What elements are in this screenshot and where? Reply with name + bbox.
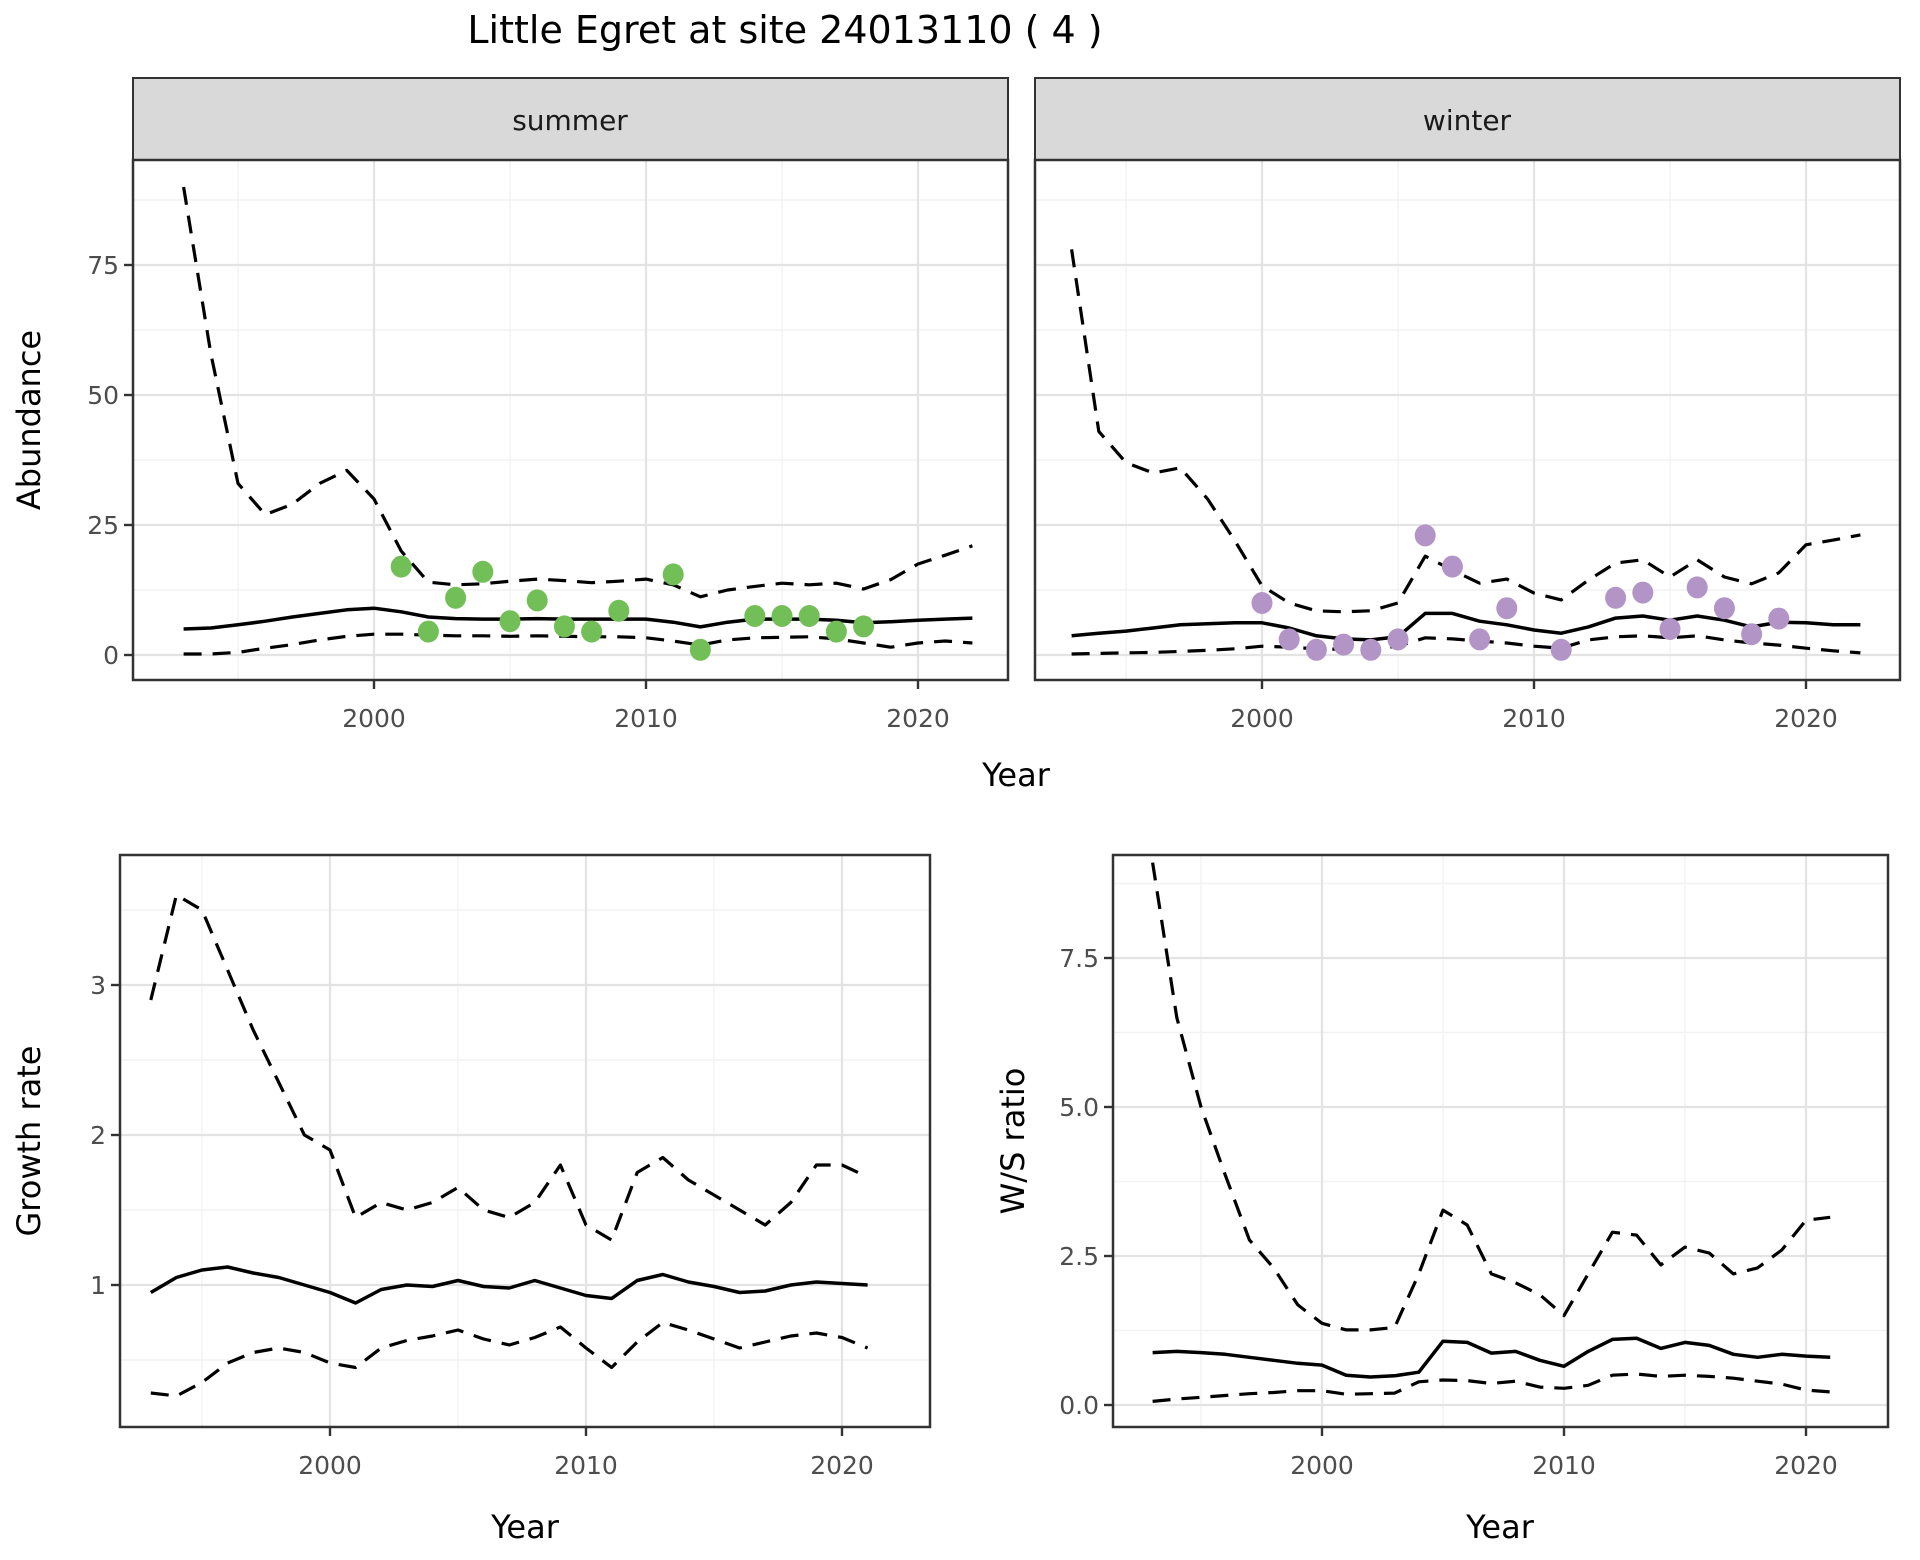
ws-ratio-x-tick-label: 2010 [1532, 1451, 1596, 1480]
abundance-summer-observation-dot [662, 563, 684, 586]
abundance-summer-panel-background [133, 160, 1008, 680]
abundance-winter-observation-dot [1659, 618, 1681, 640]
facet-strip-summer-label: summer [512, 104, 628, 137]
growth-rate-x-tick-label: 2020 [810, 1451, 874, 1480]
abundance-winter-observation-dot [1360, 638, 1382, 661]
ws-ratio-y-tick-label: 2.5 [1059, 1242, 1099, 1271]
abundance-winter-observation-dot [1741, 623, 1763, 646]
y-axis-title-ws-ratio: W/S ratio [994, 1068, 1032, 1215]
abundance-winter-observation-dot [1469, 628, 1491, 651]
abundance-summer-y-tick-label: 75 [87, 251, 119, 280]
abundance-winter-observation-dot [1251, 592, 1273, 614]
x-axis-title-year-top: Year [981, 756, 1051, 794]
abundance-summer-observation-dot [526, 589, 548, 612]
growth-rate-upper_ci-line [149, 893, 869, 1242]
ws-ratio-y-tick-label: 0.0 [1059, 1391, 1099, 1420]
ws-ratio-x-tick-label: 2020 [1774, 1451, 1838, 1480]
abundance-summer-panel-border [131, 158, 1010, 682]
abundance-winter-lower_ci-line [1071, 634, 1861, 656]
abundance-summer-observation-dot [744, 605, 766, 627]
abundance-summer-mean-line [183, 606, 973, 631]
abundance-summer-x-tick-label: 2010 [614, 704, 678, 733]
abundance-winter-observation-dot [1278, 628, 1300, 651]
abundance-summer-observation-dot [390, 555, 412, 578]
facet-strip-summer-box [132, 77, 1009, 161]
abundance-winter-upper_ci-line [1070, 249, 1861, 614]
abundance-winter-observation-dot [1686, 576, 1708, 599]
ws-ratio-panel-border [1111, 853, 1890, 1429]
facet-strip-winter-box [1034, 77, 1901, 161]
abundance-winter-panel-background [1035, 160, 1900, 680]
abundance-winter-observation-dot [1713, 597, 1735, 620]
abundance-winter-observation-dot [1305, 638, 1327, 661]
abundance-summer-observation-dot [553, 615, 575, 638]
abundance-summer-observation-dot [581, 620, 603, 643]
facet-strip-summer: summer [132, 77, 1009, 161]
abundance-summer-observation-dot [853, 615, 875, 638]
abundance-summer-observation-dot [608, 599, 630, 622]
abundance-winter-x-tick-label: 2010 [1502, 704, 1566, 733]
abundance-winter-observation-dot [1632, 581, 1654, 604]
x-axis-title-year-bottom-right: Year [1465, 1508, 1535, 1546]
abundance-winter-observation-dot [1605, 586, 1627, 609]
abundance-summer-observation-dot [417, 620, 439, 643]
abundance-winter-observation-dot [1768, 607, 1790, 630]
growth-rate-x-tick-label: 2010 [554, 1451, 618, 1480]
growth-rate-panel-background [120, 855, 930, 1427]
ws-ratio-y-tick-label: 7.5 [1059, 944, 1099, 973]
facet-strip-winter-label: winter [1423, 104, 1512, 137]
growth-rate-y-tick-label: 1 [90, 1271, 106, 1300]
abundance-summer-observation-dot [689, 638, 711, 661]
abundance-summer-observation-dot [445, 586, 467, 609]
abundance-winter-observation-dot [1387, 628, 1409, 651]
ws-ratio-panel-background [1113, 855, 1888, 1427]
y-axis-title-abundance: Abundance [10, 330, 48, 510]
abundance-summer-x-tick-label: 2000 [342, 704, 406, 733]
ws-ratio-y-tick-label: 5.0 [1059, 1093, 1099, 1122]
page-title: Little Egret at site 24013110 ( 4 ) [467, 8, 1103, 52]
abundance-winter-observation-dot [1414, 524, 1436, 547]
abundance-winter-panel-border [1033, 158, 1902, 682]
ws-ratio-x-tick-label: 2000 [1290, 1451, 1354, 1480]
abundance-summer-observation-dot [472, 560, 494, 583]
abundance-winter-x-tick-label: 2000 [1230, 704, 1294, 733]
abundance-summer-x-tick-label: 2020 [886, 704, 950, 733]
abundance-winter-observation-dot [1441, 555, 1463, 578]
abundance-summer-observation-dot [771, 605, 793, 627]
abundance-summer-upper_ci-line [182, 186, 973, 599]
abundance-summer-observation-dot [798, 605, 820, 627]
growth-rate-panel-border [118, 853, 932, 1429]
abundance-winter-observation-dot [1333, 633, 1355, 656]
abundance-summer-y-tick-label: 0 [103, 641, 119, 670]
abundance-winter-mean-line [1071, 611, 1861, 642]
growth-rate-mean-line [149, 1265, 868, 1305]
ws-ratio-mean-line [1152, 1336, 1831, 1379]
abundance-winter-observation-dot [1496, 597, 1518, 620]
abundance-winter-x-tick-label: 2020 [1774, 704, 1838, 733]
growth-rate-x-tick-label: 2000 [298, 1451, 362, 1480]
y-axis-title-growth-rate: Growth rate [10, 1046, 48, 1237]
ws-ratio-upper_ci-line [1151, 862, 1831, 1332]
x-axis-title-year-bottom-left: Year [490, 1508, 560, 1546]
abundance-summer-observation-dot [499, 610, 521, 633]
abundance-summer-observation-dot [825, 620, 847, 643]
abundance-summer-lower_ci-line [183, 632, 973, 656]
chart-render-layer: 2000 2010 2020 0 25 50 75 2000 2010 2020 2000 2010 2… [87, 158, 1902, 1480]
growth-rate-y-tick-label: 3 [90, 971, 106, 1000]
abundance-winter-observation-dot [1550, 638, 1572, 661]
growth-rate-lower_ci-line [150, 1320, 869, 1398]
abundance-summer-y-tick-label: 25 [87, 511, 119, 540]
growth-rate-y-tick-label: 2 [90, 1121, 106, 1150]
facet-strip-winter: winter [1034, 77, 1901, 161]
abundance-summer-y-tick-label: 50 [87, 381, 119, 410]
